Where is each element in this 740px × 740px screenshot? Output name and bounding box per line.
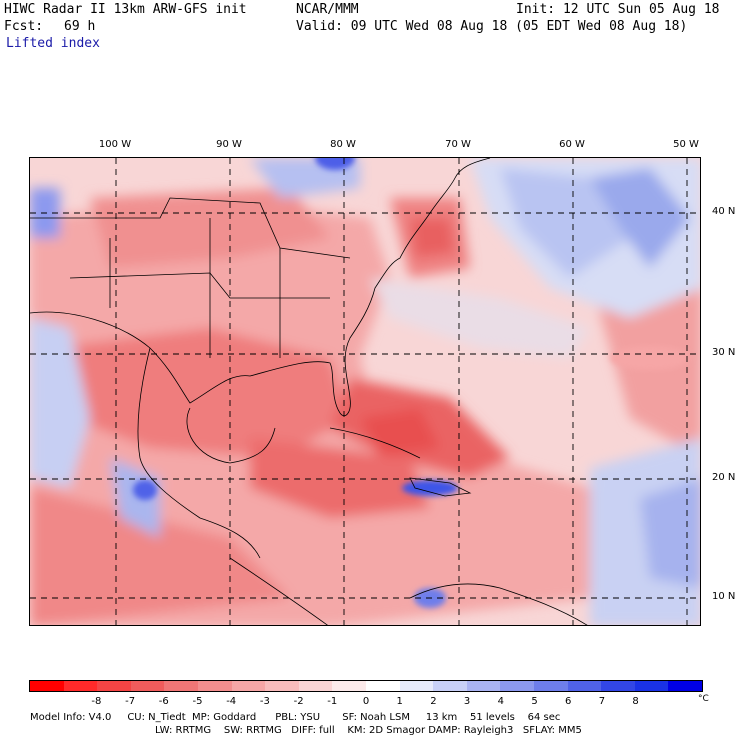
lat-label-10n: 10 N xyxy=(712,591,736,602)
colorbar-tick-label: -7 xyxy=(125,696,136,707)
init-time: Init: 12 UTC Sun 05 Aug 18 xyxy=(516,2,720,17)
colorbar-swatch xyxy=(466,681,501,691)
lon-label-80w: 80 W xyxy=(330,139,356,150)
colorbar-tick-label: -6 xyxy=(158,696,169,707)
colorbar-tick-label: -4 xyxy=(226,696,237,707)
colorbar-unit: °C xyxy=(698,694,709,704)
colorbar-tick-label: -2 xyxy=(293,696,304,707)
colorbar-swatch xyxy=(130,681,165,691)
colorbar-swatch xyxy=(500,681,534,691)
colorbar-swatch xyxy=(63,681,98,691)
model-title: HIWC Radar II 13km ARW-GFS init xyxy=(4,2,247,17)
lat-label-20n: 20 N xyxy=(712,472,736,483)
model-info-line2: LW: RRTMG SW: RRTMG DIFF: full KM: 2D Sm… xyxy=(155,725,582,736)
colorbar-swatch xyxy=(365,681,400,691)
fcst-value: 69 h xyxy=(64,19,96,34)
colorbar-swatch xyxy=(634,681,669,691)
field-detail xyxy=(133,158,690,608)
fcst-label: Fcst: xyxy=(4,19,44,34)
lat-lon-grid xyxy=(30,158,700,625)
lon-label-90w: 90 W xyxy=(216,139,242,150)
colorbar-swatch xyxy=(164,681,198,691)
colorbar-tick-label: 0 xyxy=(362,696,370,707)
colorbar-swatch xyxy=(97,681,131,691)
lat-label-30n: 30 N xyxy=(712,347,736,358)
lon-label-70w: 70 W xyxy=(445,139,471,150)
model-info-line1: Model Info: V4.0 CU: N_Tiedt MP: Goddard… xyxy=(30,712,561,723)
field-shading xyxy=(30,158,700,625)
valid-time: Valid: 09 UTC Wed 08 Aug 18 (05 EDT Wed … xyxy=(296,19,688,34)
lon-label-60w: 60 W xyxy=(559,139,585,150)
org-label: NCAR/MMM xyxy=(296,2,359,17)
colorbar-swatch xyxy=(332,681,366,691)
colorbar-swatch xyxy=(197,681,232,691)
colorbar-swatch xyxy=(399,681,434,691)
colorbar-tick-label: 7 xyxy=(598,696,606,707)
colorbar-swatch xyxy=(30,681,64,691)
colorbar-tick-label: 8 xyxy=(632,696,639,707)
colorbar-tick-label: 5 xyxy=(531,696,538,707)
colorbar-tick-label: 2 xyxy=(430,696,437,707)
coastlines xyxy=(30,158,588,625)
colorbar-tick-label: -5 xyxy=(192,696,203,707)
colorbar-tick-label: 6 xyxy=(565,696,572,707)
colorbar-swatch xyxy=(601,681,635,691)
colorbar-tick-label: -1 xyxy=(327,696,338,707)
field-name: Lifted index xyxy=(6,36,100,51)
colorbar-swatch xyxy=(265,681,299,691)
colorbar-swatch xyxy=(231,681,266,691)
colorbar-tick-label: -3 xyxy=(259,696,270,707)
colorbar-tick-label: 3 xyxy=(463,696,471,707)
colorbar-swatch xyxy=(298,681,333,691)
colorbar xyxy=(29,680,703,692)
lon-label-50w: 50 W xyxy=(673,139,699,150)
lon-label-100w: 100 W xyxy=(98,139,132,150)
colorbar-tick-label: 1 xyxy=(396,696,403,707)
colorbar-swatch xyxy=(533,681,568,691)
lifted-index-map xyxy=(29,157,701,626)
colorbar-tick-label: 4 xyxy=(497,696,504,707)
colorbar-swatch xyxy=(567,681,602,691)
lat-label-40n: 40 N xyxy=(712,206,736,217)
colorbar-swatch xyxy=(668,681,702,691)
colorbar-tick-label: -8 xyxy=(91,696,102,707)
map-canvas xyxy=(30,158,700,625)
colorbar-swatch xyxy=(433,681,467,691)
